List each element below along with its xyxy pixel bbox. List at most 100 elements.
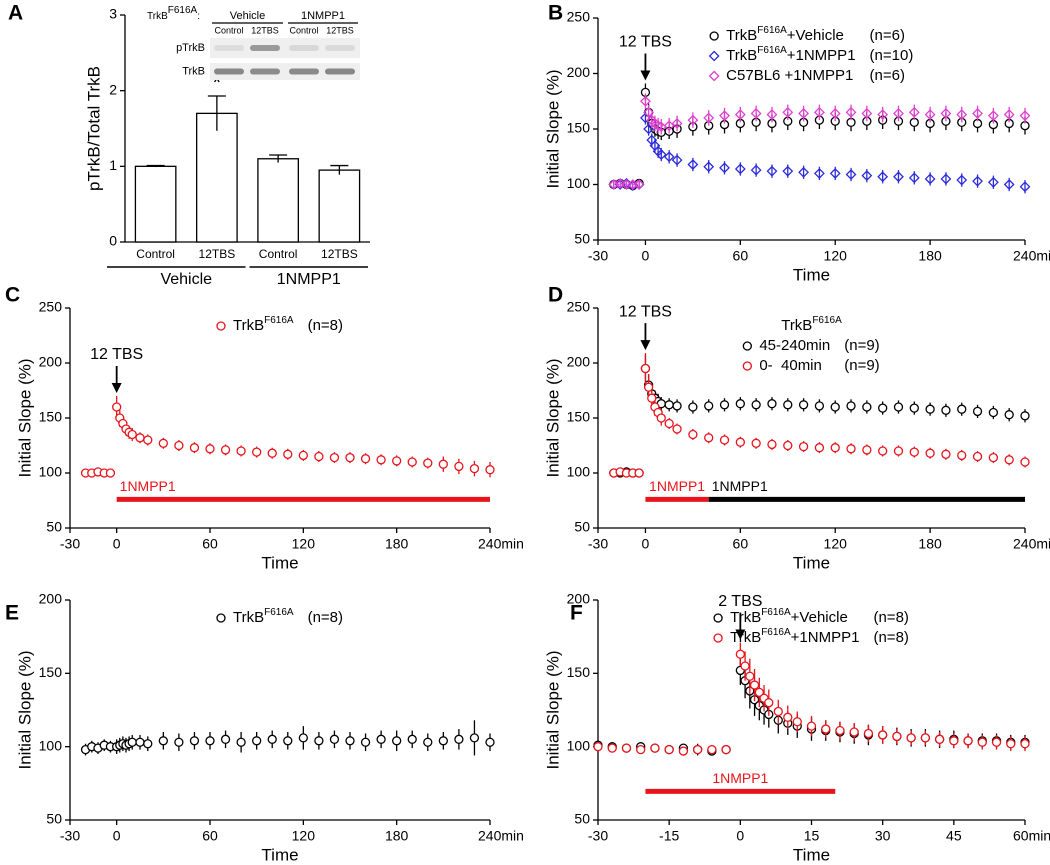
superscript: F616A	[761, 607, 791, 618]
marker	[878, 446, 888, 456]
marker	[878, 403, 888, 413]
marker	[813, 167, 825, 179]
x-tick-label: 0	[642, 248, 650, 264]
y-tick-label: 250	[39, 299, 63, 315]
y-tick-label: 50	[574, 519, 590, 535]
marker	[963, 736, 973, 746]
marker	[607, 743, 617, 753]
legend-entry: TrkBF616A	[233, 315, 294, 334]
y-tick-label: 250	[567, 299, 591, 315]
marker	[749, 680, 760, 690]
marker	[704, 433, 714, 443]
marker	[105, 468, 116, 478]
legend-entry: 0- 40min	[759, 357, 822, 374]
drug-label: 1NMPP1	[712, 770, 768, 786]
annotation-arrowhead	[640, 340, 651, 351]
y-axis-label: pTrkB/Total TrkB	[84, 66, 103, 191]
marker	[782, 106, 794, 118]
superscript: F616A	[757, 45, 787, 56]
marker	[773, 706, 783, 717]
marker	[745, 671, 755, 681]
x-tick-label: 240min	[478, 536, 524, 552]
legend-entry: TrkBF616A+Vehicle	[730, 607, 848, 626]
marker	[143, 435, 153, 445]
blot-band	[250, 68, 280, 75]
marker	[988, 407, 999, 418]
marker	[345, 452, 355, 463]
marker	[908, 106, 920, 118]
marker	[1003, 179, 1015, 190]
marker	[127, 737, 137, 747]
marker	[783, 712, 793, 722]
marker	[798, 166, 810, 178]
x-tick-label: 60	[202, 828, 218, 844]
marker	[751, 438, 761, 448]
x-tick-label: -30	[60, 536, 80, 552]
blot-genotype: TrkBF616A:	[147, 5, 200, 22]
marker	[112, 402, 122, 412]
legend-n: (n=8)	[308, 609, 343, 626]
marker	[1004, 410, 1014, 420]
marker	[767, 439, 777, 450]
marker	[940, 108, 952, 119]
marker	[283, 736, 293, 746]
marker	[924, 109, 936, 120]
marker	[407, 734, 417, 744]
marker	[719, 435, 730, 445]
marker	[376, 455, 386, 465]
superscript: F616A	[168, 5, 198, 16]
blot-group: Vehicle	[230, 10, 265, 22]
marker	[829, 167, 841, 179]
marker	[708, 70, 720, 82]
marker	[703, 161, 715, 173]
marker	[849, 727, 859, 737]
marker	[957, 404, 967, 414]
marker	[906, 733, 916, 743]
text-part: TrkB	[726, 47, 757, 64]
marker	[735, 649, 745, 659]
annotation: 12 TBS	[619, 303, 672, 320]
marker	[647, 393, 657, 403]
marker	[798, 400, 809, 410]
marker	[707, 744, 717, 755]
y-tick-label: 100	[567, 737, 591, 753]
marker	[220, 445, 231, 455]
x-tick-label: 60	[733, 248, 749, 264]
x-tick-label: Control	[136, 247, 175, 261]
marker	[877, 109, 889, 120]
marker	[821, 724, 831, 734]
marker	[650, 743, 660, 753]
bar	[257, 158, 299, 243]
marker	[893, 171, 904, 183]
marker	[940, 173, 952, 185]
marker	[751, 400, 761, 410]
y-tick-label: 150	[567, 409, 591, 425]
marker	[957, 450, 967, 461]
legend-n: (n=10)	[870, 47, 914, 64]
marker	[687, 159, 699, 170]
y-tick-label: 50	[46, 811, 62, 827]
y-axis-label: Initial Slope (%)	[543, 358, 562, 477]
marker	[360, 737, 371, 747]
x-tick-label: 180	[918, 536, 942, 552]
marker	[643, 382, 654, 392]
marker	[423, 458, 433, 468]
annotation: 2 TBS	[718, 593, 762, 610]
marker	[909, 447, 919, 457]
marker	[713, 613, 723, 623]
x-tick-label: 120	[824, 536, 848, 552]
marker	[135, 737, 145, 747]
marker	[783, 440, 793, 451]
legend-entry: C57BL6 +1NMPP1	[726, 67, 853, 84]
legend-n: (n=8)	[873, 629, 908, 646]
marker	[713, 633, 723, 643]
annotation: 12 TBS	[90, 346, 143, 363]
text-part: C57BL6 +1NMPP1	[726, 67, 853, 84]
marker	[189, 443, 200, 453]
marker	[636, 744, 646, 755]
blot-lane: Control	[289, 25, 318, 35]
marker	[216, 321, 226, 331]
x-tick-label: -15	[659, 828, 679, 844]
text-part: TrkB	[233, 609, 264, 626]
marker	[438, 736, 448, 746]
